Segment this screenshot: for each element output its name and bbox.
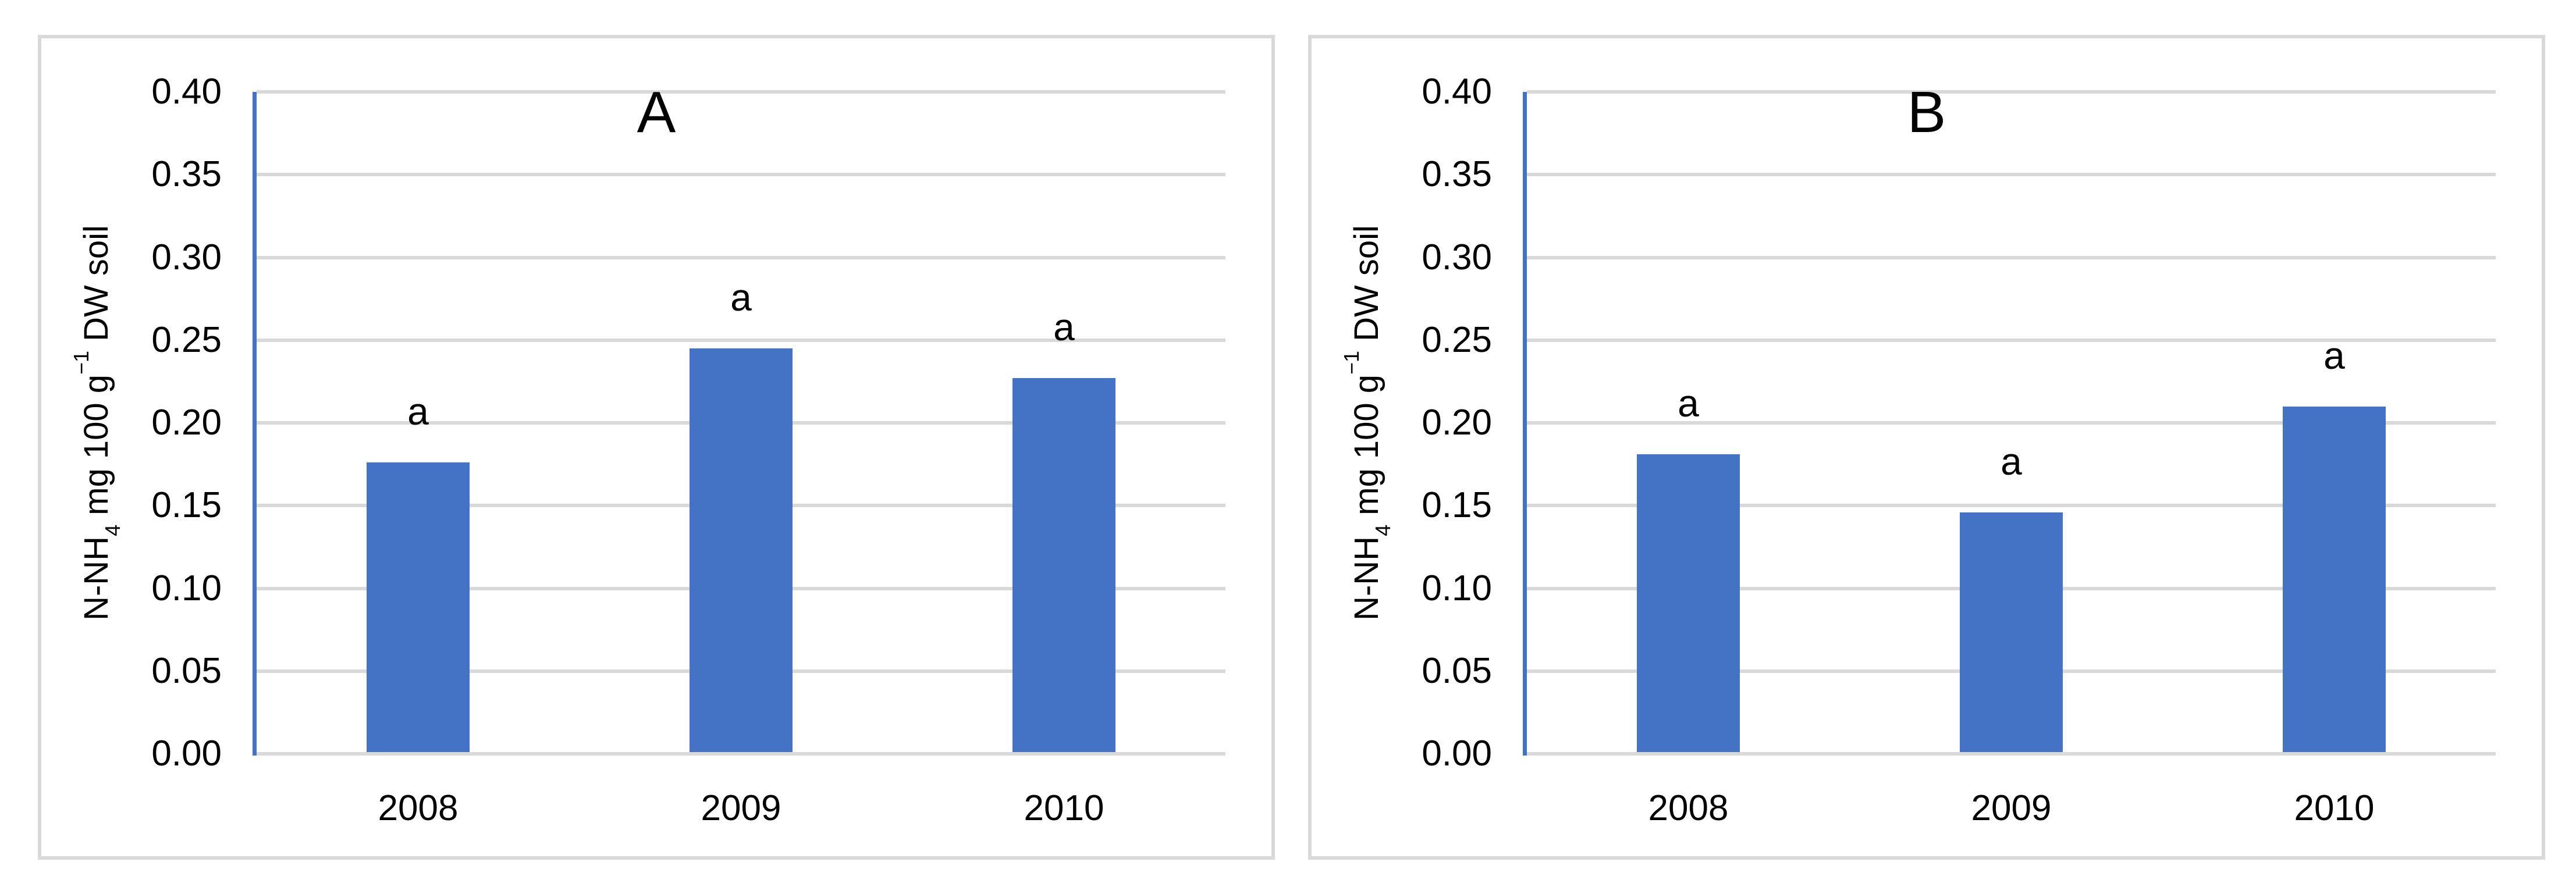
- y-axis-title-superscript: −1: [69, 350, 94, 375]
- y-tick-label: 0.40: [1422, 72, 1492, 112]
- bar-2010: [2283, 406, 2386, 754]
- y-tick-label: 0.00: [151, 733, 222, 774]
- x-tick-label: 2008: [378, 788, 459, 828]
- y-axis-title-text: N-NH: [77, 536, 115, 621]
- chart-panel-a: A N-NH4 mg 100 g−1 DW soil 0.40 0.35 0.30 0…: [38, 35, 1275, 860]
- chart-title-b: B: [1907, 80, 1946, 145]
- y-tick-label: 0.30: [1422, 237, 1492, 277]
- y-axis-title: N-NH4 mg 100 g−1 DW soil: [69, 225, 124, 621]
- y-tick-label: 0.10: [151, 568, 222, 608]
- bar-significance-label: a: [2323, 333, 2345, 377]
- y-tick-label: 0.05: [1422, 650, 1492, 691]
- gridline: [1527, 752, 2496, 756]
- chart-panel-b: B N-NH4 mg 100 g−1 DW soil 0.40 0.35 0.30 0…: [1308, 35, 2545, 860]
- gridline: [257, 90, 1225, 94]
- y-axis-title-text: mg 100 g: [1348, 374, 1385, 525]
- y-axis-title-text: DW soil: [77, 225, 115, 351]
- y-axis-title-text: N-NH: [1348, 536, 1385, 621]
- y-tick-label: 0.10: [1422, 568, 1492, 608]
- x-tick-label: 2008: [1648, 788, 1729, 828]
- y-axis-line: [253, 92, 257, 756]
- bar-significance-label: a: [407, 390, 429, 433]
- gridline: [1527, 90, 2496, 94]
- y-tick-label: 0.05: [151, 650, 222, 691]
- gridline: [257, 173, 1225, 177]
- y-tick-label: 0.25: [151, 319, 222, 360]
- y-tick-label: 0.40: [151, 72, 222, 112]
- y-axis-title-text: mg 100 g: [77, 374, 115, 525]
- bar-2008: [1637, 454, 1740, 754]
- gridline: [1527, 255, 2496, 259]
- y-tick-label: 0.15: [1422, 485, 1492, 526]
- bar-significance-label: a: [1678, 382, 1699, 425]
- y-tick-label: 0.20: [1422, 402, 1492, 443]
- x-tick-label: 2009: [1971, 788, 2052, 828]
- gridline: [257, 338, 1225, 342]
- bar-significance-label: a: [1053, 305, 1075, 349]
- gridline: [1527, 338, 2496, 342]
- gridline: [1527, 421, 2496, 425]
- bar-2010: [1012, 378, 1115, 754]
- y-tick-label: 0.00: [1422, 733, 1492, 774]
- y-tick-label: 0.20: [151, 402, 222, 443]
- bar-significance-label: a: [730, 275, 752, 319]
- y-tick-label: 0.30: [151, 237, 222, 277]
- gridline: [257, 752, 1225, 756]
- bar-2009: [1960, 512, 2063, 754]
- y-axis-title-superscript: −1: [1339, 350, 1364, 375]
- y-tick-label: 0.15: [151, 485, 222, 526]
- x-tick-label: 2010: [1024, 788, 1104, 828]
- gridline: [1527, 504, 2496, 508]
- bar-2008: [367, 462, 470, 754]
- x-tick-label: 2010: [2294, 788, 2375, 828]
- x-tick-label: 2009: [701, 788, 781, 828]
- y-axis-title-subscript: 4: [100, 524, 125, 536]
- y-axis-title-text: DW soil: [1348, 225, 1385, 351]
- y-axis-title-subscript: 4: [1370, 524, 1395, 536]
- bar-2009: [690, 348, 793, 754]
- bar-significance-label: a: [2001, 439, 2022, 483]
- y-tick-label: 0.35: [151, 154, 222, 195]
- gridline: [1527, 173, 2496, 177]
- y-axis-title: N-NH4 mg 100 g−1 DW soil: [1339, 225, 1394, 621]
- chart-title-a: A: [637, 80, 676, 145]
- y-tick-label: 0.35: [1422, 154, 1492, 195]
- gridline: [257, 255, 1225, 259]
- y-axis-line: [1523, 92, 1527, 756]
- y-tick-label: 0.25: [1422, 319, 1492, 360]
